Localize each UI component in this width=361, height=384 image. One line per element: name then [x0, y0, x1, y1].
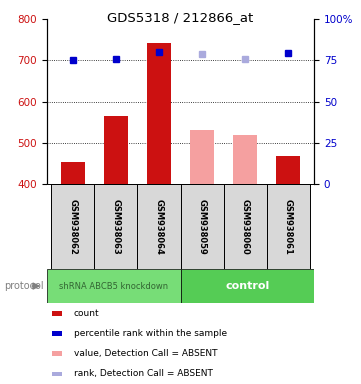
Text: GSM938064: GSM938064 [155, 199, 164, 255]
Text: GSM938061: GSM938061 [284, 199, 293, 255]
Text: GSM938059: GSM938059 [197, 199, 206, 255]
Bar [233, 135, 257, 184]
Text: GSM938060: GSM938060 [241, 199, 249, 255]
Bar [223, 184, 267, 269]
Bar [180, 269, 314, 303]
Text: GSM938062: GSM938062 [68, 199, 77, 255]
Text: value, Detection Call = ABSENT: value, Detection Call = ABSENT [74, 349, 217, 358]
Bar [52, 331, 62, 336]
Bar [52, 351, 62, 356]
Bar [138, 184, 180, 269]
Bar [61, 162, 84, 184]
Text: GSM938063: GSM938063 [112, 199, 120, 255]
Text: GDS5318 / 212866_at: GDS5318 / 212866_at [107, 11, 254, 24]
Bar [267, 184, 310, 269]
Bar [147, 43, 171, 184]
Bar [52, 311, 62, 316]
Text: control: control [225, 281, 269, 291]
Text: percentile rank within the sample: percentile rank within the sample [74, 329, 227, 338]
Bar [277, 156, 300, 184]
Bar [94, 184, 138, 269]
Bar [104, 116, 128, 184]
Text: rank, Detection Call = ABSENT: rank, Detection Call = ABSENT [74, 369, 213, 378]
Text: protocol: protocol [4, 281, 43, 291]
Bar [180, 184, 223, 269]
Bar [47, 269, 180, 303]
Bar [190, 130, 214, 184]
Bar [52, 371, 62, 376]
Text: count: count [74, 309, 99, 318]
Bar [51, 184, 94, 269]
Text: shRNA ABCB5 knockdown: shRNA ABCB5 knockdown [59, 281, 168, 291]
